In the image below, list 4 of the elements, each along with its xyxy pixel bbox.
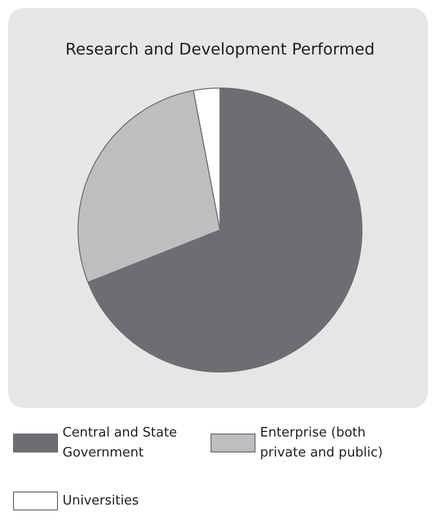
legend-label: Central and State Government [62, 426, 182, 460]
legend-label: Enterprise (both private and public) [260, 426, 383, 460]
chart-title: Research and Development Performed [65, 40, 375, 58]
legend-label: Universities [62, 494, 139, 508]
